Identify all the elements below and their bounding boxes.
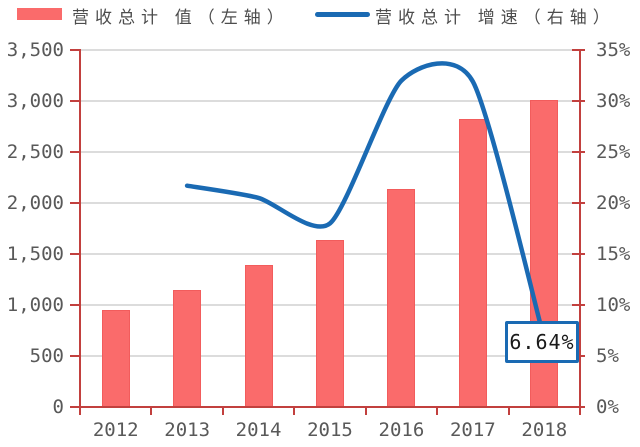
y-axis-right-tick [572,202,585,204]
x-axis-tick [364,407,367,415]
x-axis-tick [579,407,581,415]
right-tick-label: 25% [596,141,631,163]
left-tick-label: 2,500 [6,141,64,163]
y-axis-right-tick [572,406,585,408]
revenue-bar [101,310,130,407]
y-axis-right-line [579,49,581,408]
revenue-bar [458,119,487,407]
left-tick-label: 1,500 [6,243,64,265]
growth-line-swatch [315,12,370,17]
left-tick-label: 3,500 [6,39,64,61]
x-tick-label: 2014 [235,419,282,441]
x-tick-label: 2017 [449,419,496,441]
y-axis-left-tick [70,406,80,408]
y-axis-left-tick [70,151,80,153]
left-tick-label: 1,000 [6,294,64,316]
y-axis-right-tick [572,253,585,255]
y-axis-left-tick [70,304,80,306]
x-tick-label: 2018 [521,419,568,441]
y-axis-left-tick [70,49,80,51]
y-axis-right-tick [572,49,585,51]
right-tick-label: 30% [596,90,631,112]
right-tick-label: 10% [596,294,631,316]
y-axis-left-tick [70,202,80,204]
gridline [81,100,580,102]
right-tick-label: 0% [596,396,619,418]
x-axis-tick [150,407,153,415]
gridline [81,202,580,204]
x-tick-label: 2015 [307,419,353,441]
x-axis-line [79,406,582,408]
x-axis-tick [221,407,224,415]
left-tick-label: 2,000 [6,192,64,214]
x-axis-tick [436,407,439,415]
right-tick-label: 15% [596,243,631,265]
x-tick-label: 2012 [92,419,139,441]
right-tick-label: 20% [596,192,631,214]
gridline [81,49,580,51]
gridline [81,151,580,153]
legend: 营收总计 值（左轴） 营收总计 增速（右轴） [0,0,640,30]
right-tick-label: 5% [596,345,619,367]
revenue-bar [316,239,344,407]
revenue-bar [387,188,416,407]
y-axis-right-tick [572,100,585,102]
revenue-bar [244,265,273,407]
x-tick-label: 2016 [378,419,425,441]
y-axis-left-tick [70,100,80,102]
x-axis-tick [79,407,81,415]
left-tick-label: 0 [52,396,64,418]
y-axis-right-tick [572,151,585,153]
legend-growth-label: 营收总计 增速（右轴） [375,8,616,27]
x-axis-tick [293,407,296,415]
y-axis-left-tick [70,253,80,255]
left-tick-label: 3,000 [6,90,64,112]
x-tick-label: 2013 [164,419,211,441]
y-axis-left-line [79,49,81,408]
y-axis-right-tick [572,304,585,306]
revenue-bar [173,289,202,407]
y-axis-left-tick [70,355,80,357]
legend-revenue-label: 营收总计 值（左轴） [72,8,290,27]
right-tick-label: 35% [596,39,631,61]
x-axis-tick [507,407,510,415]
left-tick-label: 500 [29,345,64,367]
growth-data-label: 6.64% [505,321,579,363]
revenue-bar-swatch [17,8,62,20]
